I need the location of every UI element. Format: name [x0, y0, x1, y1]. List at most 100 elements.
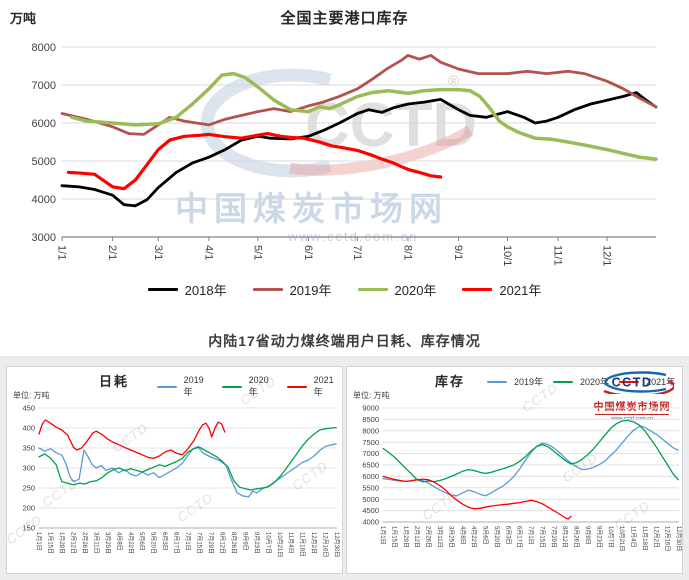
- x-axis-tick-label: 9月9日: [241, 532, 248, 551]
- registered-mark: ®: [448, 73, 459, 90]
- legend-item-2020年: 2020年: [553, 375, 609, 388]
- top-chart-unit-label: 万吨: [10, 11, 37, 26]
- x-axis-tick-label: 6月3日: [504, 526, 511, 545]
- x-axis-tick-label: 8月12日: [218, 532, 225, 554]
- x-axis-tick-label: 1月15日: [47, 532, 54, 554]
- legend-label: 2020年: [248, 375, 269, 397]
- legend-item-2019年: 2019年: [252, 280, 332, 299]
- legend-label: 2020年: [580, 377, 610, 387]
- daily-chart-title: 日耗: [99, 374, 130, 389]
- x-axis-tick-label: 7月1日: [184, 532, 191, 551]
- x-axis-tick-label: 10月7日: [607, 526, 614, 548]
- inventory-chart-title: 库存: [435, 374, 466, 389]
- y-axis-tick-label: 200: [22, 504, 35, 513]
- ports-inventory-chart: CCTD ® 中国煤炭市场网 www.cctd.com.cn 300040005…: [32, 42, 658, 266]
- legend-swatch: [487, 380, 507, 383]
- legend-label: 2021年: [313, 375, 334, 397]
- legend-item-2020年: 2020年: [222, 375, 277, 398]
- x-axis-tick-label: 12月2日: [652, 526, 659, 548]
- y-axis-tick-label: 300: [22, 464, 35, 473]
- legend-label: 2020年: [394, 283, 437, 298]
- x-axis-tick-label: 5月6日: [482, 526, 489, 545]
- y-axis-tick-label: 3000: [32, 232, 56, 244]
- x-axis-tick-label: 5月20日: [493, 526, 500, 548]
- legend-item-2019年: 2019年: [487, 375, 543, 388]
- x-axis-tick-label: 3/1: [152, 245, 164, 260]
- x-axis-tick-label: 7月1日: [527, 526, 534, 545]
- x-axis-tick-label: 2月12日: [413, 526, 420, 548]
- x-axis-tick-label: 10月7日: [264, 532, 271, 554]
- x-axis-tick-label: 4月8日: [459, 526, 466, 545]
- legend-item-2020年: 2020年: [357, 280, 437, 299]
- x-axis-tick-label: 8月26日: [230, 532, 237, 554]
- series-line-2021年: [66, 131, 443, 191]
- x-axis-tick-label: 10月21日: [276, 532, 283, 557]
- x-axis-tick-label: 10月21日: [618, 526, 625, 551]
- y-axis-tick-label: 4500: [362, 506, 379, 515]
- legend-item-2018年: 2018年: [147, 280, 227, 299]
- x-axis-tick-label: 1月1日: [35, 532, 42, 551]
- x-axis-tick-label: 12月2日: [310, 532, 317, 554]
- daily-chart-legend: 2019年 2020年 2021年: [157, 375, 342, 398]
- x-axis-tick-label: 2月12日: [69, 532, 76, 554]
- y-axis-tick-label: 6000: [32, 118, 56, 130]
- y-axis-tick-label: 350: [22, 444, 35, 453]
- x-axis-tick-label: 8月26日: [573, 526, 580, 548]
- legend-swatch: [619, 380, 640, 383]
- x-axis-tick-label: 7/1: [351, 245, 363, 260]
- x-axis-tick-label: 2月26日: [425, 526, 432, 548]
- y-axis-tick-label: 7000: [32, 80, 56, 92]
- legend-swatch: [462, 288, 493, 291]
- inventory-unit-label: 单位: 万吨: [353, 391, 390, 400]
- x-axis-tick-label: 5月20日: [150, 532, 157, 554]
- y-axis-tick-label: 4000: [32, 194, 56, 206]
- top-chart-title: 全国主要港口库存: [280, 10, 409, 27]
- y-axis-tick-label: 7500: [362, 438, 379, 447]
- series-line-2021年: [38, 419, 226, 460]
- x-axis-tick-label: 4月22日: [127, 532, 134, 554]
- x-axis-tick-label: 11月4日: [287, 532, 294, 554]
- daily-consumption-panel: 日耗 2019年 2020年 2021年 单位: 万吨 150 200 250 300 35…: [6, 366, 343, 574]
- cctd-logo-letters: CCTD: [612, 376, 653, 390]
- bottom-section-title: 内陆17省动力煤终端用户日耗、库存情况: [208, 333, 481, 349]
- y-axis-tick-label: 8000: [362, 426, 379, 435]
- x-axis-tick-label: 1月1日: [379, 526, 386, 545]
- legend-label: 2021年: [646, 377, 676, 387]
- x-axis-tick-label: 1月29日: [58, 532, 65, 554]
- daily-unit-label: 单位: 万吨: [13, 391, 50, 400]
- x-axis-tick-label: 6月17日: [173, 532, 180, 554]
- x-axis-tick-label: 3月25日: [104, 532, 111, 554]
- x-axis-tick-label: 9月9日: [584, 526, 591, 545]
- y-axis-tick-label: 250: [22, 484, 35, 493]
- legend-swatch: [252, 288, 283, 291]
- legend-swatch: [157, 385, 177, 388]
- x-axis-tick-label: 9/1: [452, 245, 464, 260]
- inventory-chart-legend: 2019年 2020年 2021年: [487, 375, 675, 388]
- series-line-2020年: [70, 71, 658, 161]
- x-axis-tick-label: 4月22日: [470, 526, 477, 548]
- site-watermark-text: 中国煤炭市场网: [175, 190, 448, 227]
- x-axis-tick-label: 11月18日: [299, 532, 306, 557]
- x-axis-tick-label: 10/1: [501, 245, 513, 266]
- x-axis-tick-label: 4/1: [202, 245, 214, 260]
- x-axis-tick-label: 1月29日: [402, 526, 409, 548]
- x-axis-tick-label: 12月16日: [664, 526, 671, 551]
- x-axis-tick-label: 3月11日: [92, 532, 99, 554]
- x-axis-tick-label: 7月15日: [196, 532, 203, 554]
- legend-swatch: [357, 288, 388, 291]
- legend-label: 2019年: [289, 283, 332, 298]
- y-axis-tick-label: 4000: [362, 518, 379, 527]
- x-axis-tick-label: 11月4日: [630, 526, 637, 548]
- x-axis-tick-label: 12月30日: [675, 526, 682, 551]
- inventory-chart: 4000 4500 5000 5500 6000 6500 7000 7500 8000 8500…: [362, 404, 682, 552]
- y-axis-tick-label: 150: [22, 524, 35, 533]
- y-axis-tick-label: 6000: [362, 472, 379, 481]
- x-axis-tick-label: 5/1: [251, 245, 263, 260]
- x-axis-tick-label: 1/1: [55, 245, 67, 260]
- legend-swatch: [287, 385, 307, 388]
- legend-swatch: [147, 288, 178, 291]
- x-axis-tick-label: 7月29日: [550, 526, 557, 548]
- x-axis-tick-label: 2月26日: [81, 532, 88, 554]
